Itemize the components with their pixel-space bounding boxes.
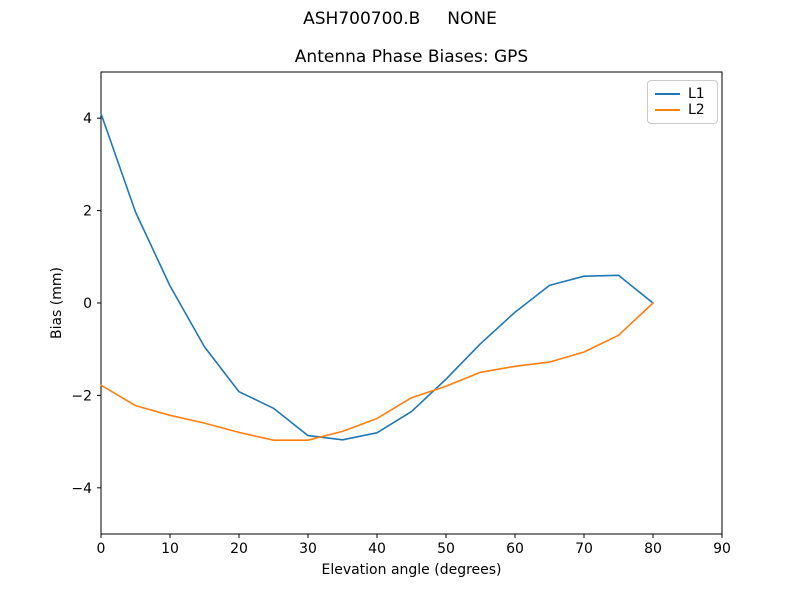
l2-line-swatch: [655, 109, 680, 112]
l1-line-swatch: [655, 92, 680, 95]
chart-title: Antenna Phase Biases: GPS: [294, 47, 529, 67]
y-tick-label: 4: [83, 111, 92, 127]
x-axis-label: Elevation angle (degrees): [321, 562, 502, 578]
x-tick-label: 0: [97, 541, 106, 557]
x-tick-label: 40: [368, 541, 386, 557]
series-line-l1: [100, 112, 654, 441]
legend: L1 L2: [647, 80, 718, 124]
y-axis-label: Bias (mm): [49, 266, 65, 340]
x-tick-label: 10: [161, 541, 179, 557]
y-tick-label: 0: [83, 296, 92, 312]
series-line-l2: [100, 302, 654, 442]
x-tick-label: 50: [437, 541, 455, 557]
legend-label-l2: L2: [688, 102, 705, 119]
x-tick-label: 30: [299, 541, 317, 557]
legend-item-l1: L1: [655, 87, 710, 101]
x-tick-label: 20: [230, 541, 248, 557]
x-tick-label: 90: [713, 541, 731, 557]
y-tick-label: −4: [71, 481, 92, 497]
x-tick-label: 60: [506, 541, 524, 557]
plot-frame: [100, 71, 723, 535]
legend-item-l2: L2: [655, 103, 710, 117]
x-tick-label: 70: [575, 541, 593, 557]
x-tick-label: 80: [644, 541, 662, 557]
figure-title: ASH700700.B NONE: [303, 9, 497, 29]
y-tick-label: 2: [83, 204, 92, 220]
y-tick-label: −2: [71, 388, 92, 404]
legend-label-l1: L1: [688, 85, 705, 102]
